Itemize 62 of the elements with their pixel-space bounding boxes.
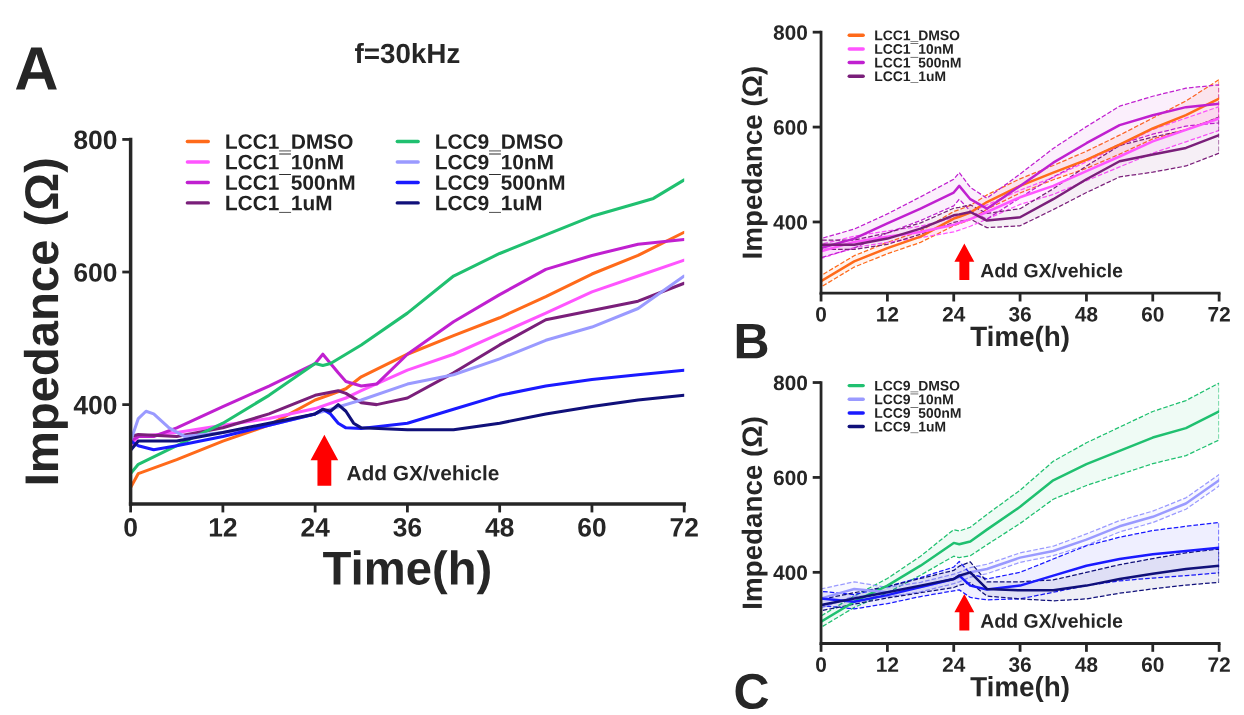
legend-label: LCC1¯500nM [875, 56, 961, 68]
x-tick-label: 24 [942, 306, 966, 322]
x-tick-label: 72 [670, 517, 698, 537]
x-tick-label: 12 [877, 657, 899, 672]
legend-label: LCC9_DMSO [875, 380, 960, 393]
text: C [735, 673, 769, 710]
y-axis-title: Impedance (Ω) [23, 159, 68, 484]
x-tick-label: 24 [301, 517, 330, 537]
y-tick-label: 600 [74, 263, 117, 282]
x-tick-label: 48 [485, 517, 514, 537]
text: A [15, 47, 57, 90]
legend-label: LCC9¯10nM [875, 393, 953, 405]
chart-title: f=30kHz [355, 42, 460, 64]
x-tick-label: 36 [1008, 657, 1031, 673]
legend-label: LCC1¯10nM [875, 43, 953, 54]
x-tick-label: 0 [816, 306, 826, 322]
x-tick-label: 72 [1208, 306, 1230, 322]
x-tick-label: 48 [1075, 657, 1098, 672]
line-series [821, 133, 1220, 246]
x-tick-label: 48 [1075, 306, 1098, 322]
legend-label: LCC9_DMSO [436, 134, 563, 152]
text: B [736, 323, 768, 359]
legend-label: LCC1¯10nM [226, 153, 343, 170]
x-tick-label: 60 [578, 517, 606, 537]
x-tick-label: 0 [816, 657, 826, 672]
legend-label: LCC9¯500nM [875, 407, 961, 418]
x-axis-title: Time(h) [323, 550, 490, 595]
x-tick-label: 0 [124, 517, 137, 537]
x-tick-label: 12 [209, 517, 237, 537]
x-tick-label: 36 [1008, 306, 1031, 322]
y-tick-label: 800 [773, 25, 807, 40]
y-tick-label: 400 [773, 565, 807, 581]
legend-label: LCC1_1uM [226, 195, 332, 213]
legend-label: LCC9_1uM [436, 195, 542, 213]
annotation: Add GX/vehicle [347, 465, 499, 481]
legend-label: LCC9¯10nM [436, 153, 553, 170]
x-tick-label: 12 [877, 306, 899, 322]
legend-label: LCC9¯500nM [436, 173, 565, 190]
y-axis-title: Impedance (Ω) [741, 417, 768, 608]
y-tick-label: 400 [73, 395, 117, 415]
y-tick-label: 800 [74, 130, 117, 150]
x-tick-label: 60 [1141, 657, 1164, 672]
x-axis-title: Time(h) [970, 325, 1069, 352]
x-axis-title: Time(h) [970, 676, 1069, 703]
legend-label: LCC1_1uM [875, 71, 946, 83]
y-tick-label: 800 [773, 375, 807, 391]
y-axis-title: Impedance (Ω) [741, 67, 768, 258]
y-tick-label: 600 [773, 120, 807, 135]
x-tick-label: 24 [942, 657, 966, 672]
line-series [130, 393, 685, 452]
x-tick-label: 60 [1141, 306, 1164, 322]
annotation: Add GX/vehicle [980, 613, 1123, 629]
legend-label: LCC9_1uM [875, 421, 946, 434]
x-tick-label: 72 [1208, 657, 1230, 672]
legend-label: LCC1_DMSO [226, 134, 353, 152]
y-tick-label: 400 [773, 214, 807, 230]
x-tick-label: 36 [393, 517, 422, 537]
legend-label: LCC1_DMSO [875, 30, 960, 42]
annotation: Add GX/vehicle [980, 263, 1123, 278]
legend-label: LCC1¯500nM [226, 173, 355, 190]
line-series [821, 564, 1220, 607]
y-tick-label: 600 [773, 470, 807, 486]
